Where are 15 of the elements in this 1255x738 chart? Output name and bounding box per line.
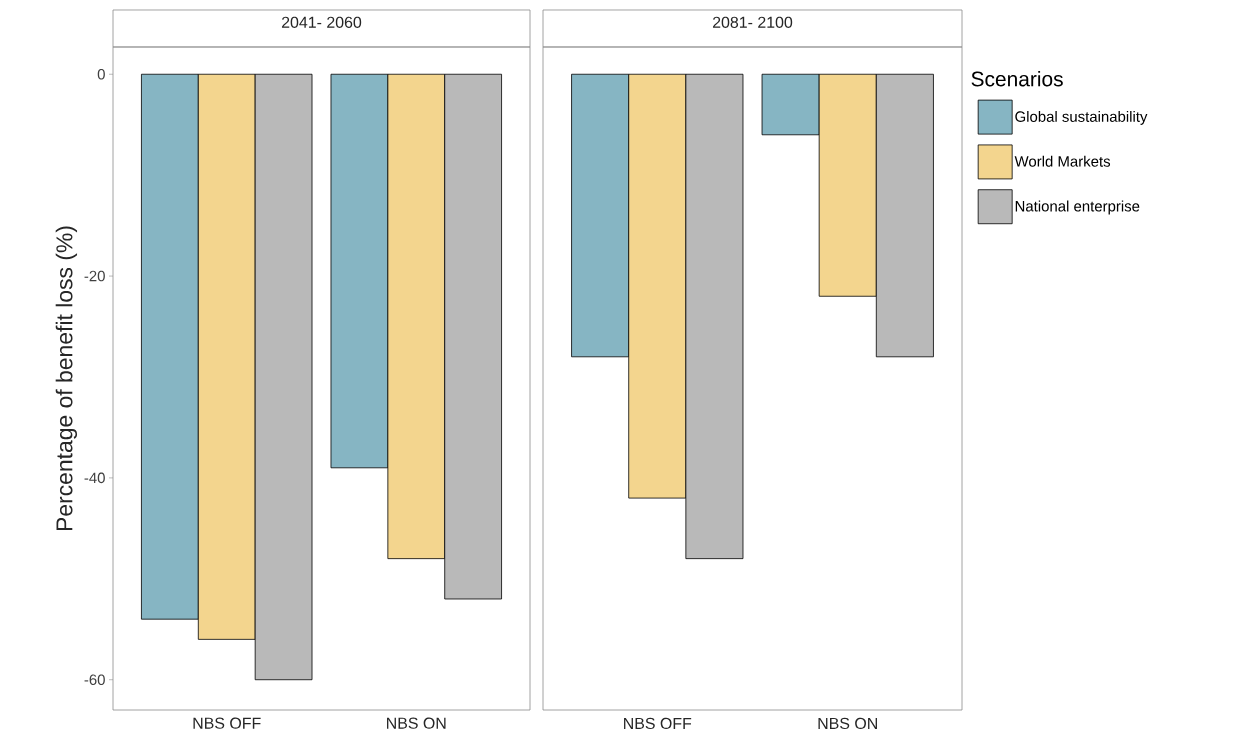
- x-tick-label: NBS ON: [818, 717, 877, 730]
- y-tick-label: -60: [84, 674, 105, 686]
- chart-title: 2041- 2060: [281, 16, 362, 28]
- x-tick-label: NBS OFF: [193, 717, 261, 729]
- legend-label: Global sustainability: [1015, 110, 1148, 125]
- legend-label: World Markets: [1014, 155, 1111, 167]
- y-tick-label: 0: [97, 68, 105, 80]
- y-axis-title: Percentage of benefit loss (%): [55, 226, 78, 531]
- legend-label: National enterprise: [1015, 200, 1140, 215]
- y-tick-label: -40: [84, 472, 105, 484]
- y-tick-label: -20: [84, 270, 105, 282]
- x-tick-label: NBS ON: [387, 717, 446, 729]
- x-tick-label: NBS OFF: [624, 717, 692, 730]
- chart-title: 2081- 2100: [712, 16, 793, 28]
- legend-title: Scenarios: [971, 71, 1063, 87]
